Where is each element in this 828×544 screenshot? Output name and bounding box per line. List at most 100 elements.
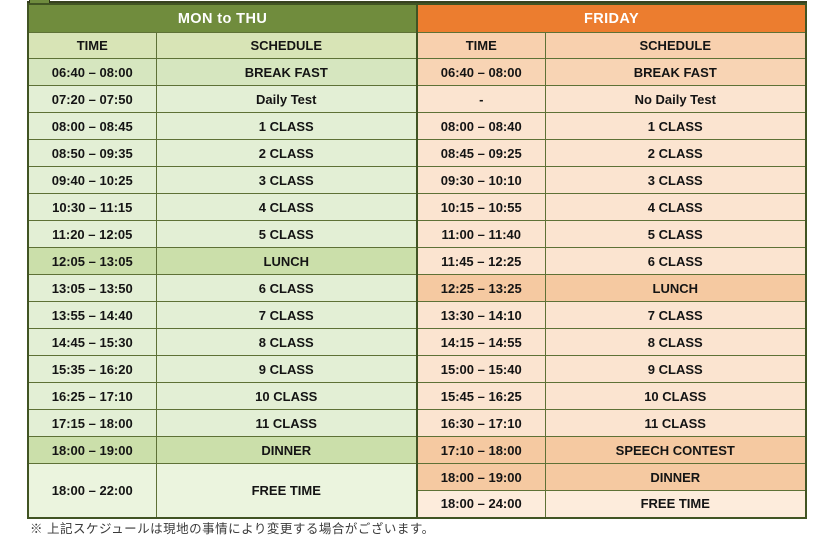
schedule-row: 08:00 – 08:45 1 CLASS — [27, 112, 418, 140]
time-cell: 14:15 – 14:55 — [416, 328, 546, 356]
schedule-row: 09:30 – 10:10 3 CLASS — [416, 166, 807, 194]
time-cell: 08:50 – 09:35 — [27, 139, 157, 167]
schedule-row: 06:40 – 08:00 BREAK FAST — [416, 58, 807, 86]
time-cell: 09:30 – 10:10 — [416, 166, 546, 194]
mon-thu-title: MON to THU — [27, 3, 418, 33]
schedule-row: 14:15 – 14:55 8 CLASS — [416, 328, 807, 356]
schedule-row: 17:10 – 18:00 SPEECH CONTEST — [416, 436, 807, 464]
time-cell: 17:10 – 18:00 — [416, 436, 546, 464]
schedule-row: 12:05 – 13:05 LUNCH — [27, 247, 418, 275]
schedule-cell: Daily Test — [155, 85, 418, 113]
schedule-cell: 3 CLASS — [155, 166, 418, 194]
schedule-row: 15:35 – 16:20 9 CLASS — [27, 355, 418, 383]
schedule-cell: 1 CLASS — [155, 112, 418, 140]
schedule-row: 09:40 – 10:25 3 CLASS — [27, 166, 418, 194]
schedule-cell: 8 CLASS — [155, 328, 418, 356]
time-cell: 12:25 – 13:25 — [416, 274, 546, 302]
schedule-row: 08:50 – 09:35 2 CLASS — [27, 139, 418, 167]
time-cell: 06:40 – 08:00 — [27, 58, 157, 86]
time-cell: 18:00 – 19:00 — [27, 436, 157, 464]
schedule-cell: 9 CLASS — [544, 355, 807, 383]
schedule-row: 16:25 – 17:10 10 CLASS — [27, 382, 418, 410]
schedule-row: 18:00 – 19:00 DINNER — [27, 436, 418, 464]
schedule-cell: 6 CLASS — [155, 274, 418, 302]
time-cell: 18:00 – 19:00 — [416, 463, 546, 491]
schedule-row: 18:00 – 19:00 DINNER — [416, 463, 807, 491]
time-cell: 15:45 – 16:25 — [416, 382, 546, 410]
schedule-row: 10:30 – 11:15 4 CLASS — [27, 193, 418, 221]
time-cell: 06:40 – 08:00 — [416, 58, 546, 86]
time-cell: 07:20 – 07:50 — [27, 85, 157, 113]
schedule-cell: BREAK FAST — [155, 58, 418, 86]
schedule-cell: BREAK FAST — [544, 58, 807, 86]
time-column-header: TIME — [27, 32, 157, 59]
schedule-cell: 9 CLASS — [155, 355, 418, 383]
time-cell: 18:00 – 24:00 — [416, 490, 546, 518]
schedule-row: 15:45 – 16:25 10 CLASS — [416, 382, 807, 410]
schedule-cell: LUNCH — [155, 247, 418, 275]
schedule-cell: SPEECH CONTEST — [544, 436, 807, 464]
schedule-row: 13:30 – 14:10 7 CLASS — [416, 301, 807, 329]
schedule-row: 11:00 – 11:40 5 CLASS — [416, 220, 807, 248]
schedule-row: 13:05 – 13:50 6 CLASS — [27, 274, 418, 302]
time-cell: 14:45 – 15:30 — [27, 328, 157, 356]
schedule-cell: 11 CLASS — [544, 409, 807, 437]
friday-title-row: FRIDAY — [416, 3, 807, 33]
time-cell: 10:15 – 10:55 — [416, 193, 546, 221]
schedule-column-header: SCHEDULE — [155, 32, 418, 59]
schedule-cell: 1 CLASS — [544, 112, 807, 140]
crop-artifact-line — [27, 1, 807, 3]
schedule-row: 15:00 – 15:40 9 CLASS — [416, 355, 807, 383]
time-cell: 17:15 – 18:00 — [27, 409, 157, 437]
schedule-cell: 5 CLASS — [544, 220, 807, 248]
schedule-cell: DINNER — [544, 463, 807, 491]
time-cell: 11:20 – 12:05 — [27, 220, 157, 248]
friday-table-body: 06:40 – 08:00 BREAK FAST - No Daily Test 08:… — [416, 58, 807, 518]
schedule-row: 18:00 – 24:00 FREE TIME — [416, 490, 807, 518]
schedule-cell: FREE TIME — [155, 463, 418, 518]
friday-title: FRIDAY — [416, 3, 807, 33]
mon-thu-column-header-row: TIME SCHEDULE — [27, 32, 418, 59]
schedule-cell: 4 CLASS — [155, 193, 418, 221]
schedule-cell: 7 CLASS — [155, 301, 418, 329]
schedule-cell: 10 CLASS — [544, 382, 807, 410]
friday-table: FRIDAY TIME SCHEDULE 06:40 – 08:00 BREAK … — [416, 3, 808, 519]
time-cell: 11:45 – 12:25 — [416, 247, 546, 275]
schedule-row: 13:55 – 14:40 7 CLASS — [27, 301, 418, 329]
schedule-cell: 2 CLASS — [155, 139, 418, 167]
time-cell: 08:00 – 08:40 — [416, 112, 546, 140]
time-cell: 13:30 – 14:10 — [416, 301, 546, 329]
schedule-cell: No Daily Test — [544, 85, 807, 113]
crop-artifact-cell — [29, 0, 50, 3]
schedule-column-header: SCHEDULE — [544, 32, 807, 59]
time-cell: - — [416, 85, 546, 113]
time-cell: 18:00 – 22:00 — [27, 463, 157, 518]
schedule-cell: DINNER — [155, 436, 418, 464]
schedule-cell: 2 CLASS — [544, 139, 807, 167]
schedule-cell: LUNCH — [544, 274, 807, 302]
mon-thu-title-row: MON to THU — [27, 3, 418, 33]
time-column-header: TIME — [416, 32, 546, 59]
schedule-row: 12:25 – 13:25 LUNCH — [416, 274, 807, 302]
time-cell: 16:25 – 17:10 — [27, 382, 157, 410]
schedule-cell: 11 CLASS — [155, 409, 418, 437]
schedule-cell: 4 CLASS — [544, 193, 807, 221]
schedule-row: 06:40 – 08:00 BREAK FAST — [27, 58, 418, 86]
time-cell: 13:05 – 13:50 — [27, 274, 157, 302]
schedule-cell: 7 CLASS — [544, 301, 807, 329]
schedule-cell: 5 CLASS — [155, 220, 418, 248]
schedule-row: 11:45 – 12:25 6 CLASS — [416, 247, 807, 275]
schedule-cell: FREE TIME — [544, 490, 807, 518]
schedule-tables: MON to THU TIME SCHEDULE 06:40 – 08:00 BR… — [27, 3, 808, 519]
time-cell: 15:35 – 16:20 — [27, 355, 157, 383]
time-cell: 16:30 – 17:10 — [416, 409, 546, 437]
time-cell: 13:55 – 14:40 — [27, 301, 157, 329]
schedule-cell: 10 CLASS — [155, 382, 418, 410]
footnote: ※ 上記スケジュールは現地の事情により変更する場合がございます。 — [30, 522, 435, 536]
time-cell: 08:00 – 08:45 — [27, 112, 157, 140]
time-cell: 15:00 – 15:40 — [416, 355, 546, 383]
schedule-row: - No Daily Test — [416, 85, 807, 113]
time-cell: 09:40 – 10:25 — [27, 166, 157, 194]
time-cell: 11:00 – 11:40 — [416, 220, 546, 248]
